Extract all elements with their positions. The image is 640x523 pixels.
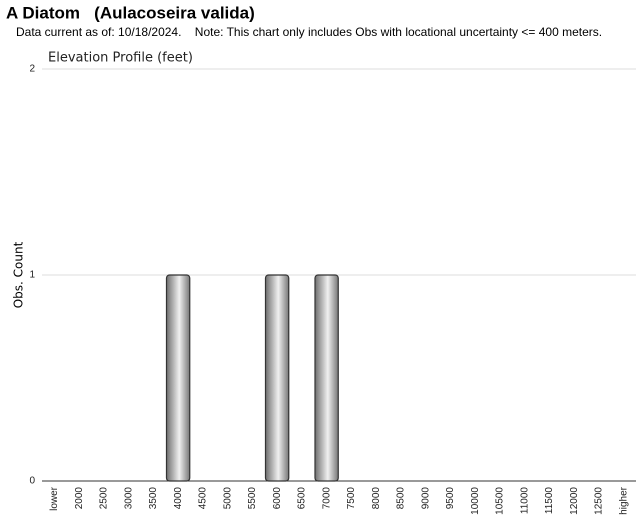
- y-tick-label: 0: [29, 476, 35, 487]
- x-tick-label: higher: [618, 486, 629, 514]
- x-tick-label: 7000: [321, 487, 332, 510]
- x-tick-label: 3500: [148, 487, 159, 510]
- x-tick-label: 8500: [396, 487, 407, 510]
- x-tick-label: 7500: [346, 487, 357, 510]
- x-tick-label: 12500: [594, 487, 605, 515]
- bar: [314, 274, 339, 482]
- x-tick-label: 12000: [569, 487, 580, 515]
- x-tick-label: 5500: [247, 487, 258, 510]
- x-tick-label: 4000: [173, 487, 184, 510]
- x-tick-label: 6500: [297, 487, 308, 510]
- x-tick-label: 3000: [123, 487, 134, 510]
- page-note: Data current as of: 10/18/2024. Note: Th…: [16, 25, 602, 39]
- bar: [165, 274, 191, 482]
- y-tick-label: 2: [29, 64, 35, 75]
- x-tick-label: 4500: [198, 487, 209, 510]
- x-tick-label: 5000: [222, 487, 233, 510]
- x-tick-label: 10500: [495, 487, 506, 515]
- x-tick-label: 2000: [74, 487, 85, 510]
- page-title: A Diatom (Aulacoseira valida): [6, 3, 255, 22]
- x-tick-label: 9000: [420, 487, 431, 510]
- x-tick-label: 11000: [519, 487, 530, 515]
- x-tick-label: 10000: [470, 487, 481, 515]
- y-axis-label: Obs. Count: [12, 241, 26, 308]
- x-tick-label: 9500: [445, 487, 456, 510]
- y-tick-label: 1: [29, 270, 35, 281]
- x-tick-label: 2500: [99, 487, 110, 510]
- bar: [264, 274, 290, 482]
- chart-title: Elevation Profile (feet): [48, 51, 193, 66]
- x-tick-label: 8000: [371, 487, 382, 510]
- x-tick-label: 6000: [272, 487, 283, 510]
- x-tick-label: 11500: [544, 487, 555, 515]
- x-tick-label: lower: [49, 486, 60, 511]
